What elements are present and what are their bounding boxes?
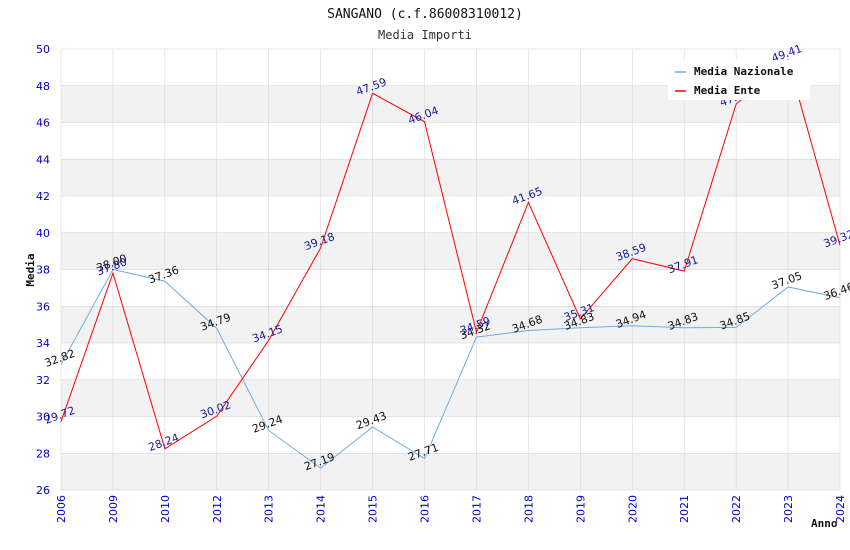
y-axis-ticks: 26 28 30 32 34 36 38 40 42 44 46 48 50 [36, 43, 50, 497]
background-band [61, 453, 840, 490]
chart-subtitle: Media Importi [378, 28, 472, 42]
background-band [61, 306, 840, 343]
legend-label-media-ente: Media Ente [694, 84, 761, 97]
legend-label-media-nazionale: Media Nazionale [694, 65, 794, 78]
y-tick-label: 44 [36, 153, 50, 166]
x-tick-label: 2010 [159, 495, 172, 523]
y-tick-label: 42 [36, 190, 50, 203]
y-tick-label: 50 [36, 43, 50, 56]
y-axis-label: Media [24, 253, 37, 286]
legend: Media Nazionale Media Ente [668, 60, 810, 100]
chart-title: SANGANO (c.f.86008310012) [327, 7, 523, 22]
x-tick-label: 2015 [367, 495, 380, 523]
legend-box [668, 60, 810, 100]
x-tick-label: 2021 [678, 495, 691, 523]
background-band [61, 232, 840, 270]
series-line-media-nazionale [60, 268, 841, 469]
x-tick-label: 2019 [574, 495, 587, 523]
y-tick-label: 40 [36, 227, 50, 240]
y-tick-label: 36 [36, 300, 50, 313]
y-tick-label: 38 [36, 264, 50, 277]
background-band [61, 416, 840, 454]
x-tick-label: 2017 [470, 495, 483, 523]
background-band [61, 122, 840, 160]
y-tick-label: 46 [36, 117, 50, 130]
x-tick-label: 2024 [834, 495, 847, 523]
background-band [61, 159, 840, 196]
x-tick-label: 2020 [626, 495, 639, 523]
y-tick-label: 26 [36, 484, 50, 497]
x-tick-label: 2013 [263, 495, 276, 523]
x-tick-label: 2023 [782, 495, 795, 523]
series-lines [60, 58, 841, 469]
x-tick-label: 2014 [315, 495, 328, 523]
x-axis-label: Anno [811, 517, 838, 530]
y-tick-label: 32 [36, 374, 50, 387]
y-tick-label: 48 [36, 80, 50, 93]
x-tick-label: 2016 [419, 495, 432, 523]
background-band [61, 343, 840, 380]
x-tick-label: 2012 [211, 495, 224, 523]
x-tick-label: 2006 [55, 495, 68, 523]
y-tick-label: 30 [36, 411, 50, 424]
x-tick-label: 2018 [522, 495, 535, 523]
x-axis-ticks: 2006 2009 2010 2012 2013 2014 2015 2016 2017 2018… [55, 495, 847, 523]
background-band [61, 269, 840, 307]
x-tick-label: 2022 [730, 495, 743, 523]
y-tick-label: 34 [36, 337, 50, 350]
y-tick-label: 28 [36, 447, 50, 460]
series-line-media-ente [60, 58, 841, 450]
x-tick-label: 2009 [107, 495, 120, 523]
